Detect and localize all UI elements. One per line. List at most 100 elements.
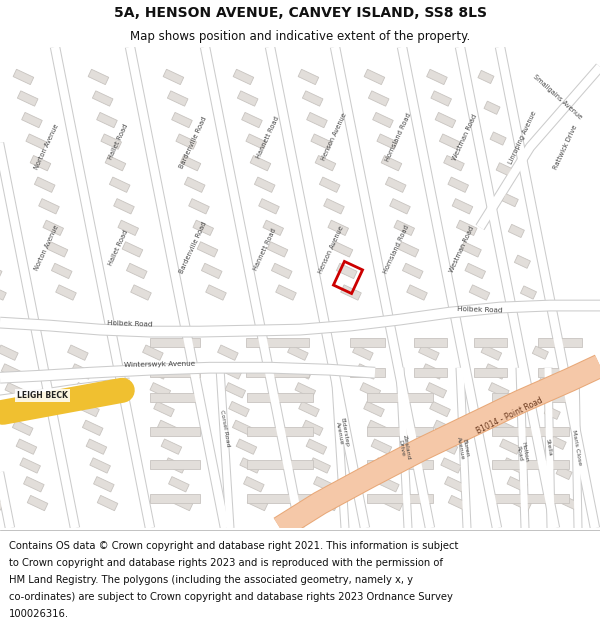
- Bar: [0, 263, 2, 279]
- Text: 100026316.: 100026316.: [9, 609, 69, 619]
- Bar: [413, 338, 446, 347]
- Bar: [448, 177, 469, 192]
- Bar: [302, 91, 323, 106]
- Bar: [34, 177, 55, 192]
- Bar: [56, 285, 76, 300]
- Bar: [403, 263, 423, 279]
- Bar: [422, 364, 443, 379]
- Bar: [244, 477, 264, 492]
- Bar: [562, 496, 578, 509]
- Bar: [172, 496, 193, 511]
- Bar: [413, 368, 446, 378]
- Bar: [247, 496, 268, 511]
- Bar: [247, 393, 313, 402]
- Bar: [394, 220, 415, 236]
- Bar: [206, 285, 226, 300]
- Bar: [238, 91, 258, 106]
- Bar: [302, 420, 323, 436]
- Bar: [13, 69, 34, 84]
- Bar: [250, 156, 271, 171]
- Text: Hornsland Road: Hornsland Road: [384, 112, 412, 162]
- Bar: [246, 134, 266, 149]
- Bar: [367, 494, 433, 502]
- Bar: [508, 224, 524, 238]
- Bar: [481, 345, 502, 361]
- Bar: [311, 134, 332, 149]
- Bar: [314, 477, 334, 492]
- Bar: [180, 156, 201, 171]
- Text: Norton Avenue: Norton Avenue: [34, 224, 60, 271]
- Bar: [68, 345, 88, 361]
- Bar: [22, 112, 42, 128]
- Bar: [154, 401, 174, 417]
- Bar: [469, 285, 490, 300]
- Bar: [538, 338, 582, 347]
- Bar: [485, 364, 505, 379]
- Bar: [556, 466, 572, 479]
- Text: Hannett Road: Hannett Road: [253, 228, 277, 271]
- Bar: [127, 263, 147, 279]
- Text: Hallet Road: Hallet Road: [107, 229, 129, 266]
- Text: Henson Avenue: Henson Avenue: [320, 112, 347, 162]
- Text: Stella: Stella: [545, 439, 553, 457]
- Bar: [496, 162, 512, 176]
- Bar: [465, 263, 485, 279]
- Bar: [491, 393, 569, 402]
- Bar: [101, 134, 122, 149]
- Bar: [23, 477, 44, 492]
- Bar: [448, 496, 469, 511]
- Bar: [0, 496, 4, 510]
- Bar: [94, 477, 114, 492]
- Bar: [197, 242, 218, 257]
- Bar: [385, 177, 406, 192]
- Bar: [143, 345, 163, 361]
- Bar: [1, 364, 22, 379]
- Bar: [97, 112, 117, 128]
- Bar: [92, 91, 113, 106]
- Bar: [118, 220, 139, 236]
- Text: Henson Avenue: Henson Avenue: [317, 224, 344, 274]
- Bar: [150, 393, 200, 402]
- Bar: [150, 382, 170, 398]
- Bar: [371, 439, 392, 454]
- Bar: [353, 345, 373, 361]
- Bar: [520, 286, 536, 299]
- Bar: [150, 460, 200, 469]
- Bar: [461, 242, 481, 257]
- Bar: [360, 382, 380, 398]
- Bar: [13, 420, 33, 436]
- Text: Winterswyk Avenue: Winterswyk Avenue: [124, 361, 196, 368]
- Bar: [298, 69, 319, 84]
- Bar: [364, 69, 385, 84]
- Bar: [105, 156, 126, 171]
- Bar: [490, 132, 506, 145]
- Bar: [538, 368, 582, 378]
- Text: Maris Close: Maris Close: [571, 430, 583, 466]
- Text: Bardenville Road: Bardenville Road: [178, 221, 208, 274]
- Bar: [532, 346, 548, 359]
- Bar: [150, 368, 200, 378]
- Bar: [221, 364, 242, 379]
- Bar: [79, 401, 99, 417]
- Bar: [511, 496, 532, 511]
- Text: Westman Road: Westman Road: [452, 113, 478, 161]
- Bar: [229, 401, 249, 417]
- Bar: [364, 401, 384, 417]
- Bar: [225, 382, 245, 398]
- Bar: [382, 496, 403, 511]
- Bar: [491, 460, 569, 469]
- Bar: [514, 255, 530, 268]
- Bar: [443, 156, 464, 171]
- Text: to Crown copyright and database rights 2023 and is reproduced with the permissio: to Crown copyright and database rights 2…: [9, 558, 443, 568]
- Bar: [165, 458, 185, 473]
- Bar: [550, 436, 566, 449]
- Bar: [500, 439, 520, 454]
- Text: 5A, HENSON AVENUE, CANVEY ISLAND, SS8 8LS: 5A, HENSON AVENUE, CANVEY ISLAND, SS8 8L…: [113, 6, 487, 20]
- Bar: [0, 345, 18, 361]
- Bar: [254, 177, 275, 192]
- Bar: [350, 338, 385, 347]
- Bar: [218, 345, 238, 361]
- Bar: [323, 199, 344, 214]
- Bar: [538, 376, 554, 389]
- Text: Holton
Road: Holton Road: [515, 442, 529, 464]
